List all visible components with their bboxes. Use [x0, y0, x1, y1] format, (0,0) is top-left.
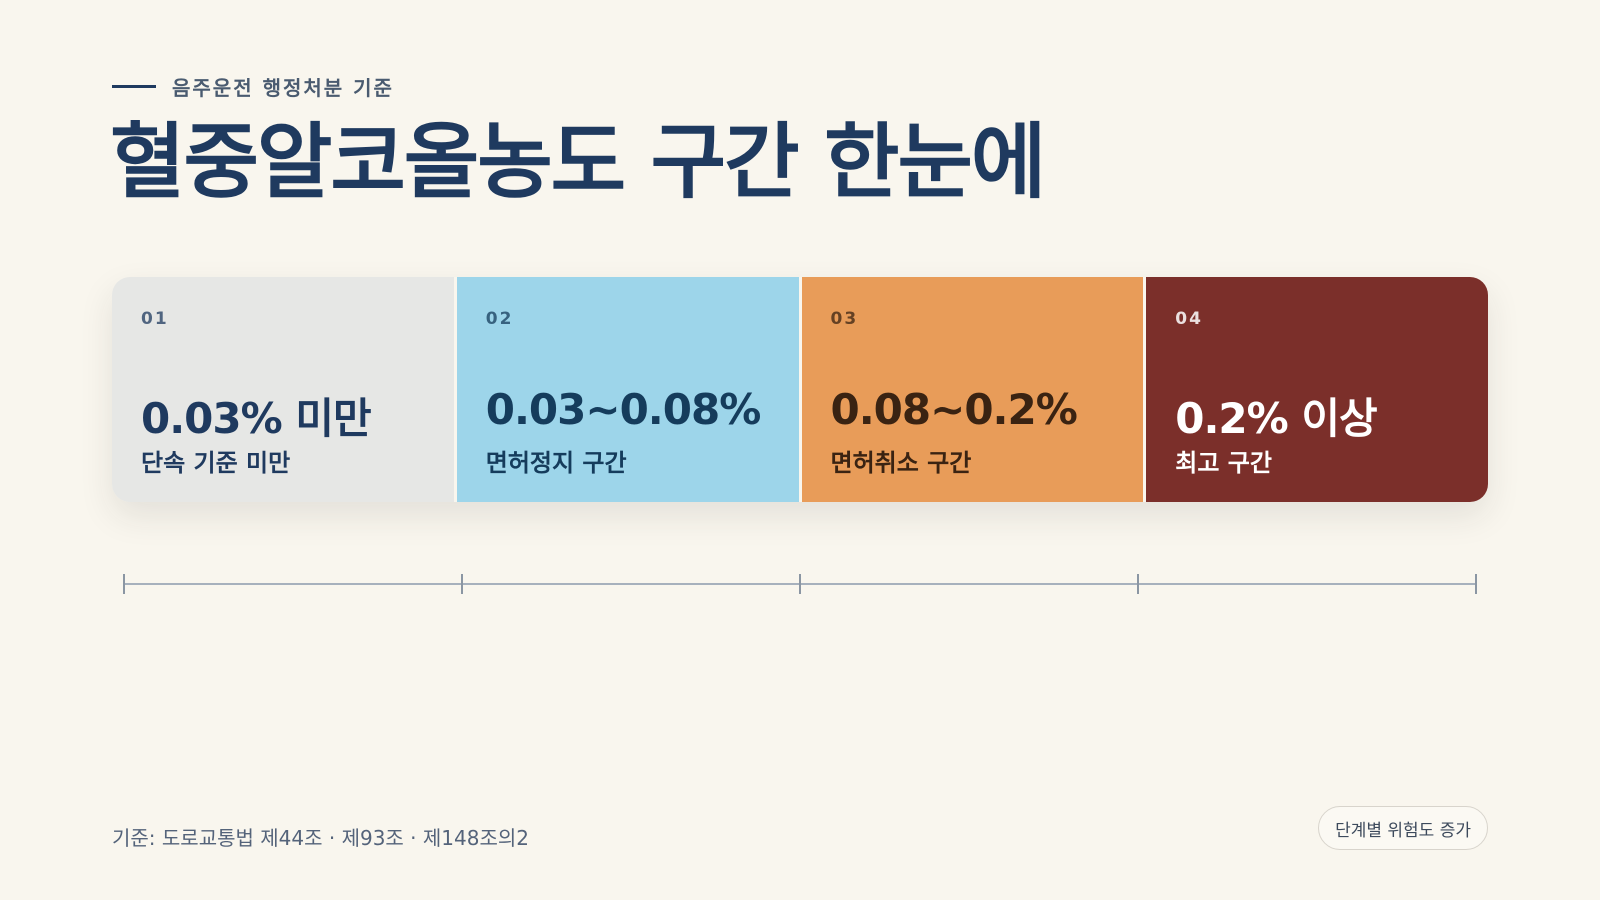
segment-description: 최고 구간	[1175, 449, 1272, 477]
segment-range: 0.2% 이상	[1175, 394, 1377, 443]
source-note: 기준: 도로교통법 제44조 · 제93조 · 제148조의2	[112, 826, 529, 850]
segment-number: 03	[830, 309, 859, 329]
segment-suspension: 02 0.03~0.08% 면허정지 구간	[453, 277, 799, 502]
segment-range: 0.03~0.08%	[485, 385, 762, 434]
bac-range-bar: 01 0.03% 미만 단속 기준 미만 02 0.03~0.08% 면허정지 …	[112, 277, 1488, 502]
eyebrow-line	[112, 85, 156, 88]
segment-highest: 04 0.2% 이상 최고 구간	[1143, 277, 1488, 502]
segment-number: 02	[485, 309, 514, 329]
axis-tick	[461, 574, 463, 594]
segment-revocation: 03 0.08~0.2% 면허취소 구간	[798, 277, 1144, 502]
segment-description: 면허취소 구간	[830, 449, 972, 477]
segment-range: 0.08~0.2%	[830, 385, 1078, 434]
segment-range: 0.03% 미만	[141, 394, 372, 443]
segment-number: 04	[1175, 309, 1203, 329]
eyebrow: 음주운전 행정처분 기준	[112, 72, 394, 101]
scale-axis	[123, 574, 1477, 594]
axis-tick	[123, 574, 125, 594]
page-title: 혈중알코올농도 구간 한눈에	[110, 115, 1046, 210]
axis-tick	[799, 574, 801, 594]
segment-description: 단속 기준 미만	[141, 449, 291, 477]
eyebrow-text: 음주운전 행정처분 기준	[172, 76, 394, 100]
axis-tick	[1137, 574, 1139, 594]
segment-under-limit: 01 0.03% 미만 단속 기준 미만	[112, 277, 454, 502]
axis-tick	[1475, 574, 1477, 594]
segment-number: 01	[141, 309, 169, 329]
risk-increase-badge: 단계별 위험도 증가	[1318, 806, 1488, 850]
segment-description: 면허정지 구간	[485, 449, 627, 477]
